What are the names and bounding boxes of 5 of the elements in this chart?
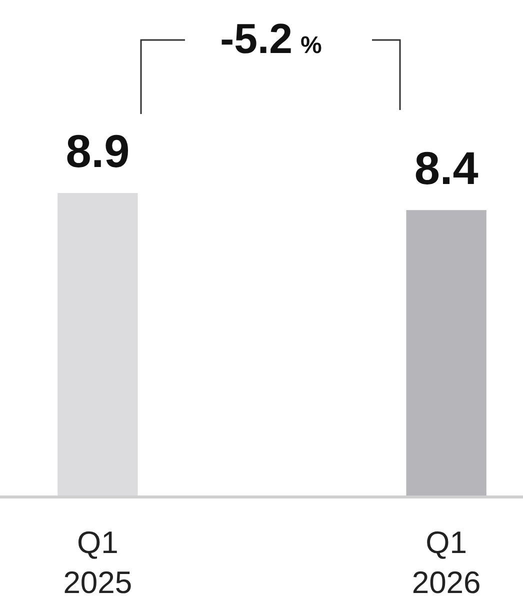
data-label: 8.9 — [66, 125, 130, 177]
data-label: 8.4 — [414, 142, 479, 194]
x-tick-label: Q1 2025 — [63, 525, 132, 600]
text: -5.2% — [220, 15, 322, 62]
x-tick-label: Q1 2026 — [412, 525, 481, 600]
